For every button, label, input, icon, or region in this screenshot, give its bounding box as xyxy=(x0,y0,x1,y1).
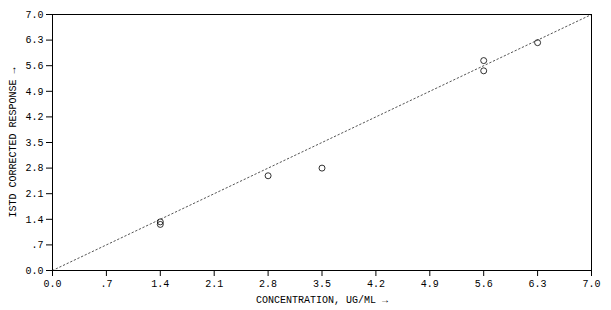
svg-text:7.0: 7.0 xyxy=(25,10,43,21)
svg-text:2.1: 2.1 xyxy=(25,189,43,200)
svg-text:3.5: 3.5 xyxy=(25,138,43,149)
svg-text:.7: .7 xyxy=(31,240,43,251)
svg-text:3.5: 3.5 xyxy=(313,279,331,290)
svg-text:7.0: 7.0 xyxy=(582,279,600,290)
svg-text:.7: .7 xyxy=(100,279,112,290)
svg-text:5.6: 5.6 xyxy=(25,61,43,72)
svg-text:0.0: 0.0 xyxy=(43,279,61,290)
svg-text:2.8: 2.8 xyxy=(259,279,277,290)
svg-text:4.9: 4.9 xyxy=(25,87,43,98)
svg-text:6.3: 6.3 xyxy=(529,279,547,290)
svg-text:2.1: 2.1 xyxy=(205,279,223,290)
svg-text:4.2: 4.2 xyxy=(25,112,43,123)
svg-text:CONCENTRATION, UG/ML →: CONCENTRATION, UG/ML → xyxy=(256,295,388,306)
svg-text:5.6: 5.6 xyxy=(475,279,493,290)
svg-text:2.8: 2.8 xyxy=(25,163,43,174)
svg-text:0.0: 0.0 xyxy=(25,266,43,277)
svg-text:1.4: 1.4 xyxy=(151,279,169,290)
svg-text:6.3: 6.3 xyxy=(25,35,43,46)
svg-text:4.2: 4.2 xyxy=(367,279,385,290)
svg-text:4.9: 4.9 xyxy=(421,279,439,290)
svg-text:1.4: 1.4 xyxy=(25,215,43,226)
svg-text:ISTD CORRECTED RESPONSE →: ISTD CORRECTED RESPONSE → xyxy=(8,67,19,217)
